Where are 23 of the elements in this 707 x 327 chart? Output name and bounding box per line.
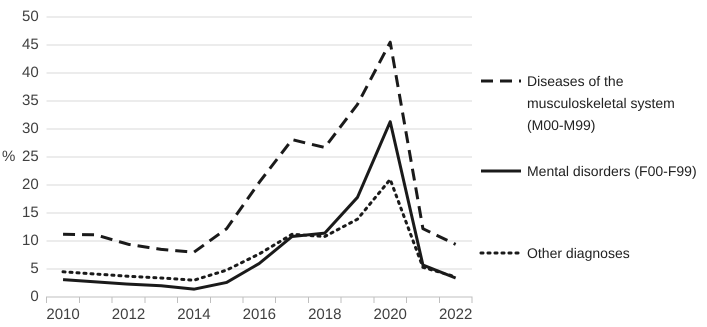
y-tick-label: 50 bbox=[22, 8, 39, 26]
legend-label: Diseases of the musculoskeletal system (M00-M99) bbox=[527, 72, 676, 135]
legend-label: Mental disorders (F00-F99) bbox=[527, 162, 697, 181]
x-tick-label: 2012 bbox=[112, 306, 146, 324]
x-tick-label: 2014 bbox=[177, 306, 211, 324]
y-tick-label: 0 bbox=[30, 288, 39, 306]
x-tick-label: 2022 bbox=[438, 306, 472, 324]
y-tick-label: 5 bbox=[30, 260, 39, 278]
y-tick-label: 40 bbox=[22, 64, 39, 82]
y-tick-label: 10 bbox=[22, 232, 39, 250]
y-tick-label: 35 bbox=[22, 92, 39, 110]
y-tick-label: 20 bbox=[22, 176, 39, 194]
y-axis-title: % bbox=[2, 148, 16, 166]
x-tick-label: 2018 bbox=[308, 306, 342, 324]
y-tick-label: 15 bbox=[22, 204, 39, 222]
legend-label: Other diagnoses bbox=[527, 244, 630, 263]
x-tick-label: 2020 bbox=[374, 306, 407, 324]
y-tick-label: 30 bbox=[22, 120, 39, 138]
y-tick-label: 25 bbox=[22, 148, 39, 166]
line-series bbox=[62, 40, 458, 254]
x-tick-label: 2010 bbox=[46, 306, 80, 324]
x-tick-label: 2016 bbox=[242, 306, 276, 324]
y-tick-label: 45 bbox=[22, 36, 39, 54]
